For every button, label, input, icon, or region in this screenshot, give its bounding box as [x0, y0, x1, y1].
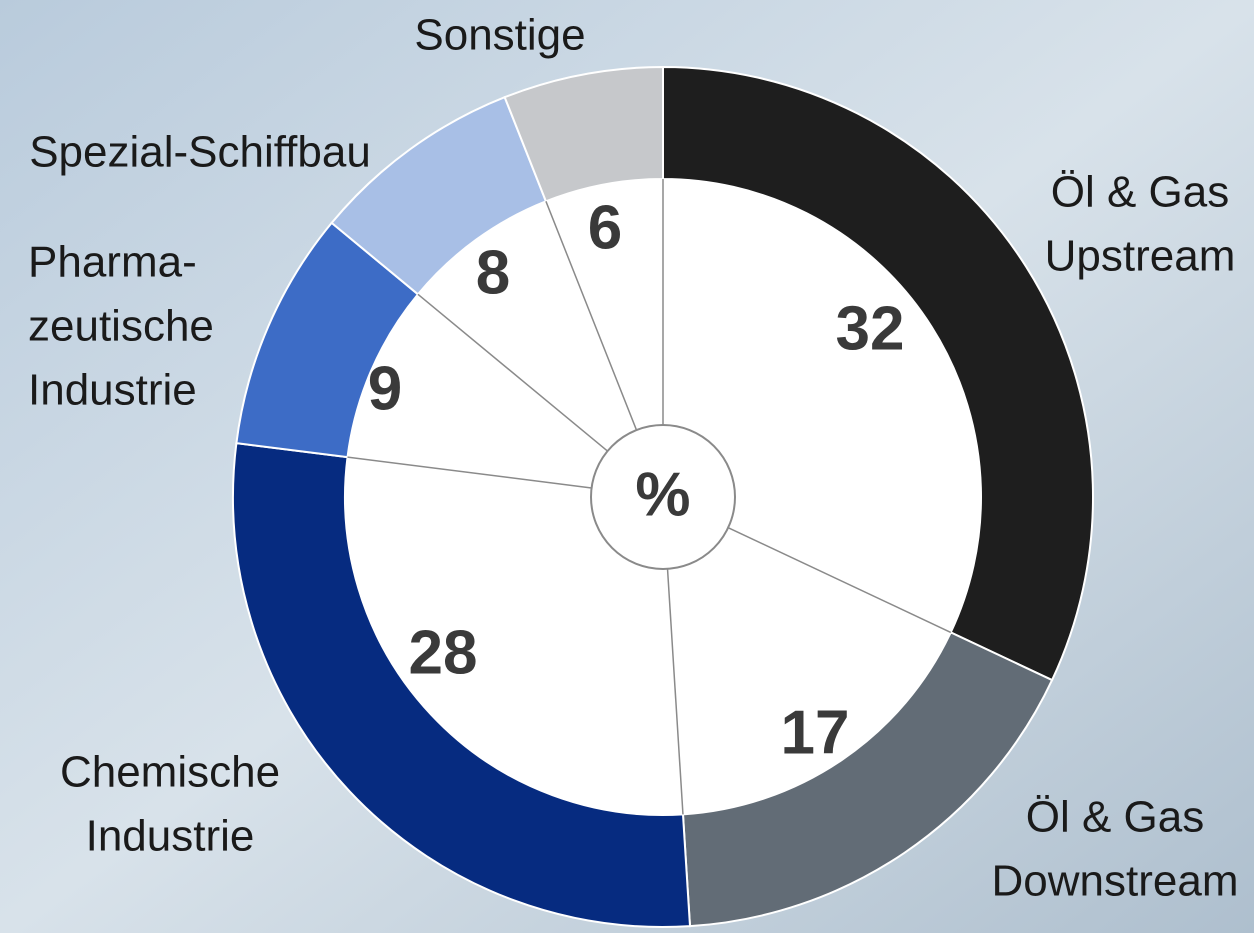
value-label: 28: [409, 618, 478, 687]
center-label: %: [635, 460, 690, 529]
category-label: Upstream: [1045, 232, 1236, 281]
separator: [545, 201, 638, 431]
value-label: 17: [781, 698, 850, 767]
category-label: Öl & Gas: [1051, 168, 1230, 217]
value-label: 6: [588, 193, 622, 262]
donut-segment: [503, 65, 664, 203]
category-label: Spezial-Schiffbau: [29, 128, 371, 177]
separator: [417, 293, 609, 452]
center-circle: [590, 424, 736, 570]
category-label: Sonstige: [414, 11, 585, 60]
category-label: zeutische: [28, 302, 214, 351]
category-label: Downstream: [992, 857, 1239, 906]
separator: [727, 526, 952, 634]
value-label: 9: [368, 354, 402, 423]
category-label: Industrie: [86, 812, 255, 861]
category-label: Industrie: [28, 366, 197, 415]
value-label: 8: [476, 238, 510, 307]
value-label: 32: [836, 294, 905, 363]
separator: [666, 568, 684, 815]
separator: [347, 456, 592, 489]
donut-segment: [232, 441, 692, 928]
donut-segment: [662, 65, 1094, 682]
category-label: Öl & Gas: [1026, 793, 1205, 842]
category-label: Pharma-: [28, 238, 197, 287]
category-label: Chemische: [60, 748, 280, 797]
